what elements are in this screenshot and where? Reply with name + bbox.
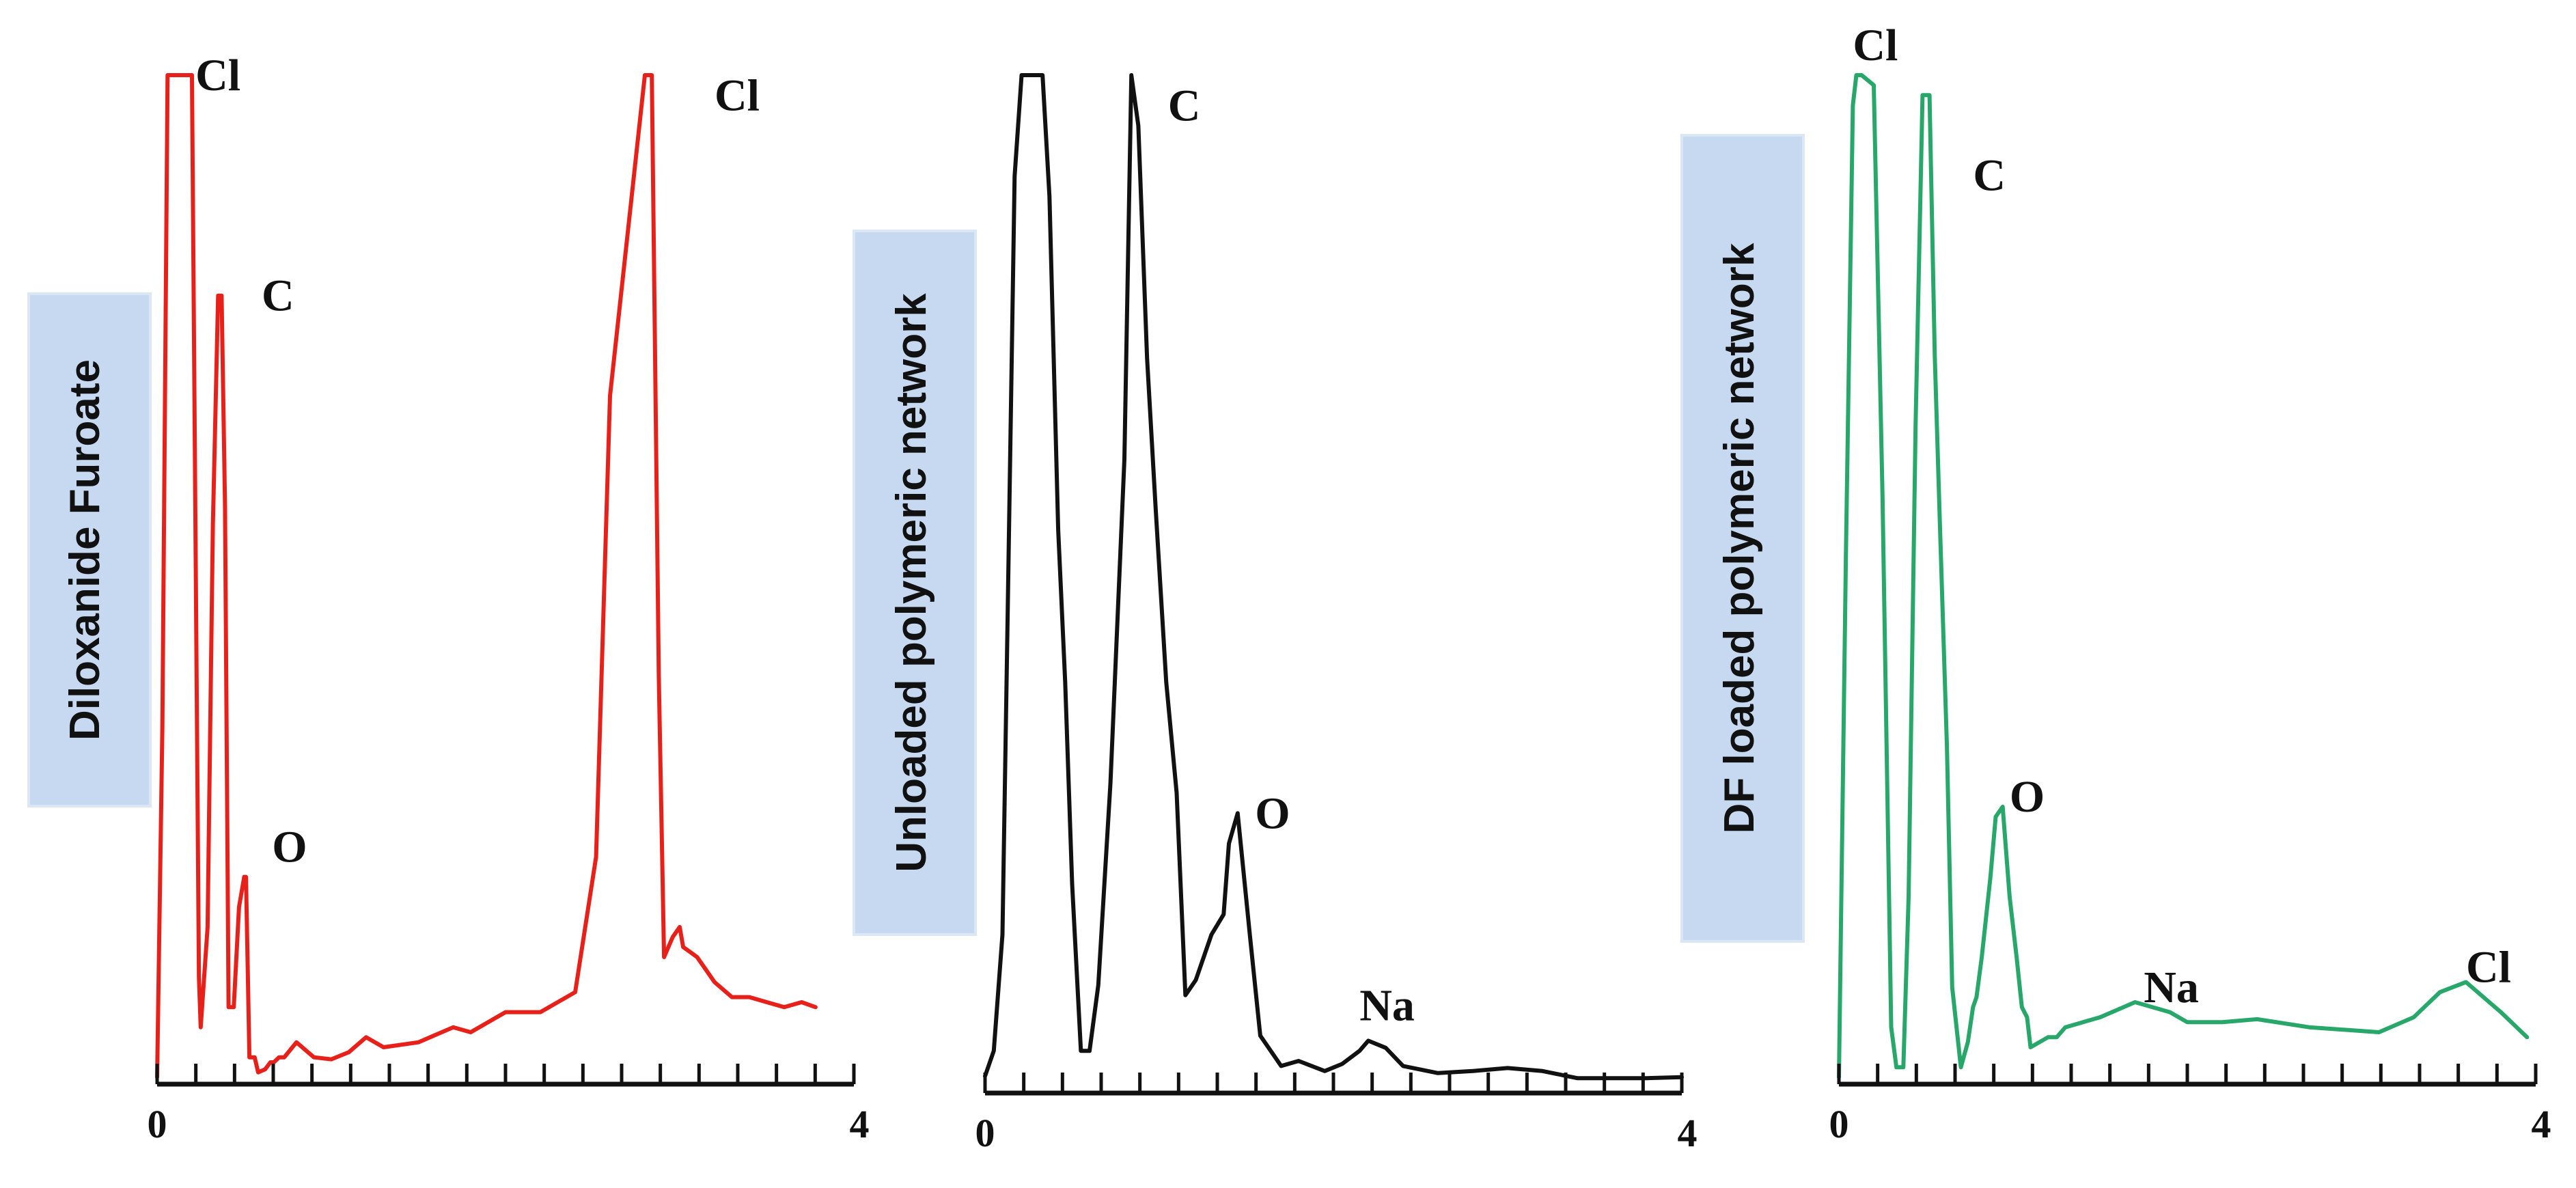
spectrum-line-diloxanide-furoate — [155, 73, 818, 1079]
peak-label-cl: Cl — [2466, 943, 2511, 993]
panel-df-loaded-polymeric-network: DF loaded polymeric network Cl C O Na Cl 0 4 — [1680, 20, 2551, 1146]
peak-label-na: Na — [2144, 963, 2199, 1012]
title-box-diloxanide-furoate — [27, 292, 152, 807]
peak-label-o: O — [272, 823, 307, 872]
spectrum-line-df-loaded-polymeric-network — [1837, 73, 2530, 1079]
spectrum-line-unloaded-polymeric-network — [983, 73, 1684, 1081]
peak-label-c: C — [1168, 81, 1201, 130]
title-box-unloaded-polymeric-network — [853, 230, 977, 936]
panel-unloaded-polymeric-network: Unloaded polymeric network C O Na 0 4 — [853, 73, 1698, 1155]
peak-label-o: O — [1255, 788, 1290, 838]
x-tick-label-4: 4 — [1678, 1111, 1698, 1155]
x-tick-label-4: 4 — [850, 1102, 870, 1146]
peak-label-c: C — [1973, 151, 2006, 201]
peak-labels-diloxanide-furoate: Cl C O Cl — [195, 51, 760, 872]
panel-diloxanide-furoate: Diloxanide Furoate Cl C O Cl 0 4 — [27, 51, 870, 1146]
x-tick-label-0: 0 — [975, 1111, 995, 1155]
x-axis-diloxanide-furoate — [155, 1064, 856, 1087]
title-unloaded-polymeric-network: Unloaded polymeric network — [888, 293, 935, 872]
x-tick-label-0: 0 — [1829, 1102, 1849, 1146]
peak-label-cl: Cl — [195, 51, 240, 100]
peak-label-c: C — [262, 271, 294, 321]
peak-label-cl: Cl — [715, 70, 760, 120]
peak-labels-df-loaded-polymeric-network: Cl C O Na Cl — [1853, 20, 2511, 1012]
x-axis-unloaded-polymeric-network — [983, 1073, 1684, 1096]
title-box-df-loaded-polymeric-network — [1680, 134, 1805, 943]
peak-label-o: O — [2010, 772, 2045, 822]
title-df-loaded-polymeric-network: DF loaded polymeric network — [1716, 243, 1763, 833]
peak-label-cl: Cl — [1853, 20, 1898, 70]
title-diloxanide-furoate: Diloxanide Furoate — [61, 359, 109, 741]
peak-labels-unloaded-polymeric-network: C O Na — [1168, 81, 1415, 1030]
peak-label-na: Na — [1359, 981, 1415, 1031]
x-tick-label-0: 0 — [148, 1102, 167, 1146]
x-axis-df-loaded-polymeric-network — [1837, 1064, 2538, 1087]
x-tick-label-4: 4 — [2532, 1102, 2551, 1146]
